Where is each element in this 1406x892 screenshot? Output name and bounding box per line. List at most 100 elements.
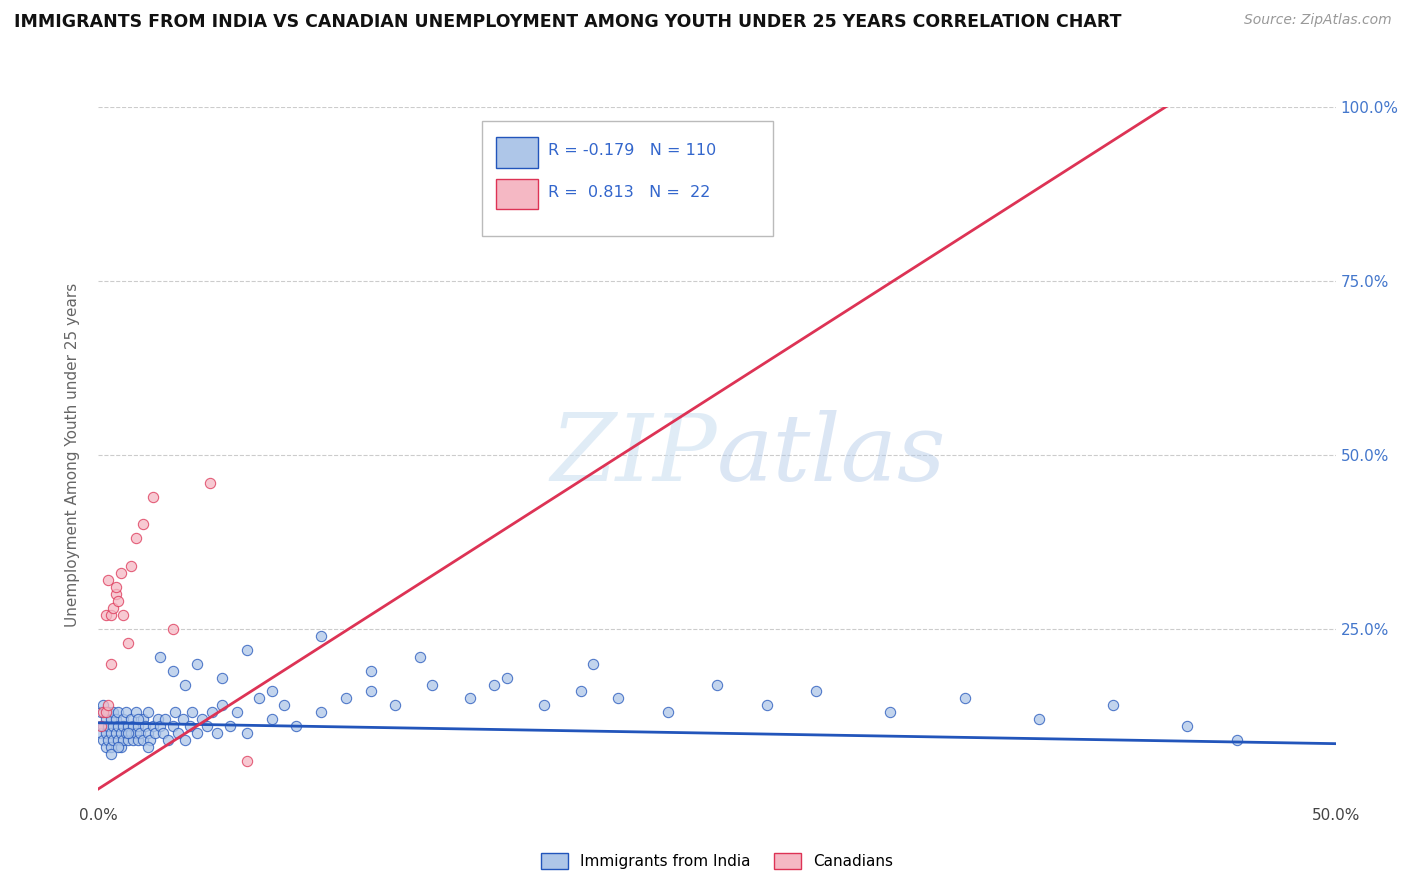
Point: [186, 657, 208, 671]
FancyBboxPatch shape: [482, 121, 773, 235]
Point: [94, 740, 117, 755]
Text: ZIP: ZIP: [550, 410, 717, 500]
Point: [186, 726, 208, 740]
Point: [103, 719, 125, 733]
Point: [1028, 712, 1050, 726]
Text: atlas: atlas: [717, 410, 946, 500]
Point: [112, 607, 135, 622]
Point: [142, 490, 165, 504]
Point: [236, 754, 259, 768]
Point: [107, 733, 129, 747]
Point: [165, 706, 187, 720]
Point: [104, 587, 127, 601]
Point: [97, 733, 120, 747]
Point: [155, 712, 177, 726]
Point: [124, 532, 146, 546]
Point: [495, 671, 517, 685]
Point: [107, 594, 129, 608]
Point: [149, 649, 172, 664]
Point: [100, 657, 122, 671]
Text: R = -0.179   N = 110: R = -0.179 N = 110: [547, 144, 716, 159]
Point: [100, 747, 122, 761]
Text: IMMIGRANTS FROM INDIA VS CANADIAN UNEMPLOYMENT AMONG YOUTH UNDER 25 YEARS CORREL: IMMIGRANTS FROM INDIA VS CANADIAN UNEMPL…: [14, 13, 1122, 31]
Point: [90, 726, 112, 740]
Point: [97, 706, 120, 720]
Point: [94, 607, 117, 622]
Text: Source: ZipAtlas.com: Source: ZipAtlas.com: [1244, 13, 1392, 28]
Point: [458, 691, 481, 706]
Point: [484, 677, 506, 691]
Point: [166, 726, 188, 740]
Point: [120, 559, 142, 574]
Point: [136, 740, 159, 755]
Point: [226, 706, 249, 720]
Point: [582, 657, 605, 671]
Point: [117, 719, 139, 733]
Point: [218, 719, 240, 733]
Point: [97, 573, 120, 587]
Point: [104, 580, 127, 594]
Point: [107, 719, 129, 733]
Point: [103, 733, 125, 747]
Point: [149, 719, 172, 733]
Point: [94, 712, 117, 726]
Point: [100, 607, 122, 622]
Point: [129, 726, 152, 740]
Point: [309, 706, 332, 720]
Point: [201, 706, 224, 720]
Point: [236, 642, 259, 657]
Point: [706, 677, 728, 691]
Point: [211, 671, 233, 685]
Point: [93, 733, 115, 747]
Point: [100, 726, 122, 740]
Point: [136, 726, 159, 740]
Point: [136, 706, 159, 720]
Point: [205, 726, 228, 740]
Point: [247, 691, 270, 706]
Point: [146, 712, 169, 726]
Point: [211, 698, 233, 713]
Point: [93, 719, 115, 733]
Point: [104, 712, 127, 726]
Point: [1102, 698, 1125, 713]
Point: [143, 726, 166, 740]
Point: [422, 677, 444, 691]
Point: [127, 733, 149, 747]
Point: [120, 726, 142, 740]
Point: [97, 719, 120, 733]
Y-axis label: Unemployment Among Youth under 25 years: Unemployment Among Youth under 25 years: [65, 283, 80, 627]
Point: [97, 698, 120, 713]
Point: [94, 706, 117, 720]
Point: [236, 726, 259, 740]
Legend: Immigrants from India, Canadians: Immigrants from India, Canadians: [534, 847, 900, 875]
Point: [104, 726, 127, 740]
Point: [179, 719, 201, 733]
Point: [93, 698, 115, 713]
Point: [755, 698, 778, 713]
Point: [117, 733, 139, 747]
Point: [260, 684, 283, 698]
Point: [110, 566, 132, 581]
Point: [879, 706, 901, 720]
Point: [285, 719, 308, 733]
Point: [134, 719, 156, 733]
Point: [195, 719, 218, 733]
Point: [174, 733, 197, 747]
Point: [93, 706, 115, 720]
Point: [181, 706, 204, 720]
Point: [162, 622, 184, 636]
Point: [100, 740, 122, 755]
Point: [384, 698, 406, 713]
Point: [132, 517, 155, 532]
FancyBboxPatch shape: [495, 178, 537, 210]
Point: [172, 712, 194, 726]
Point: [112, 719, 135, 733]
Point: [657, 706, 679, 720]
Point: [607, 691, 630, 706]
Point: [335, 691, 357, 706]
Point: [120, 712, 142, 726]
Point: [100, 712, 122, 726]
Point: [174, 677, 197, 691]
Point: [409, 649, 432, 664]
Point: [1226, 733, 1249, 747]
